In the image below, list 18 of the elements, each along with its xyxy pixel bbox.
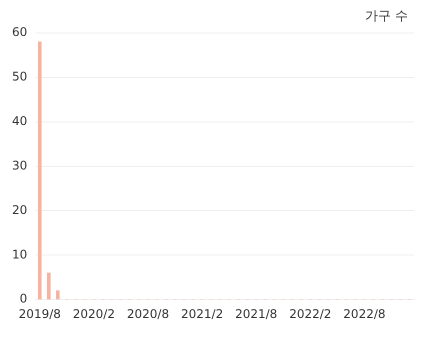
y-tick-label: 0 xyxy=(20,292,28,306)
y-tick-label: 60 xyxy=(12,25,28,40)
text: 가구 수 xyxy=(364,8,408,24)
x-tick-label: 2019/8 xyxy=(18,306,61,321)
y-tick-label: 50 xyxy=(12,70,28,84)
x-tick-label: 2022/8 xyxy=(343,306,386,321)
y-tick-label: 20 xyxy=(12,202,28,217)
y-tick-label: 40 xyxy=(12,114,28,128)
x-tick-label: 2020/2 xyxy=(72,306,115,321)
bar xyxy=(56,290,60,300)
x-tick-label: 2021/2 xyxy=(180,306,224,321)
bar xyxy=(38,42,42,300)
x-tick-label: 2020/8 xyxy=(126,306,170,321)
y-tick-label: 30 xyxy=(12,158,28,172)
y-tick-label: 10 xyxy=(12,247,28,262)
bar xyxy=(46,272,51,300)
x-tick-label: 2021/8 xyxy=(235,306,278,321)
x-tick-label: 2022/2 xyxy=(289,306,332,321)
